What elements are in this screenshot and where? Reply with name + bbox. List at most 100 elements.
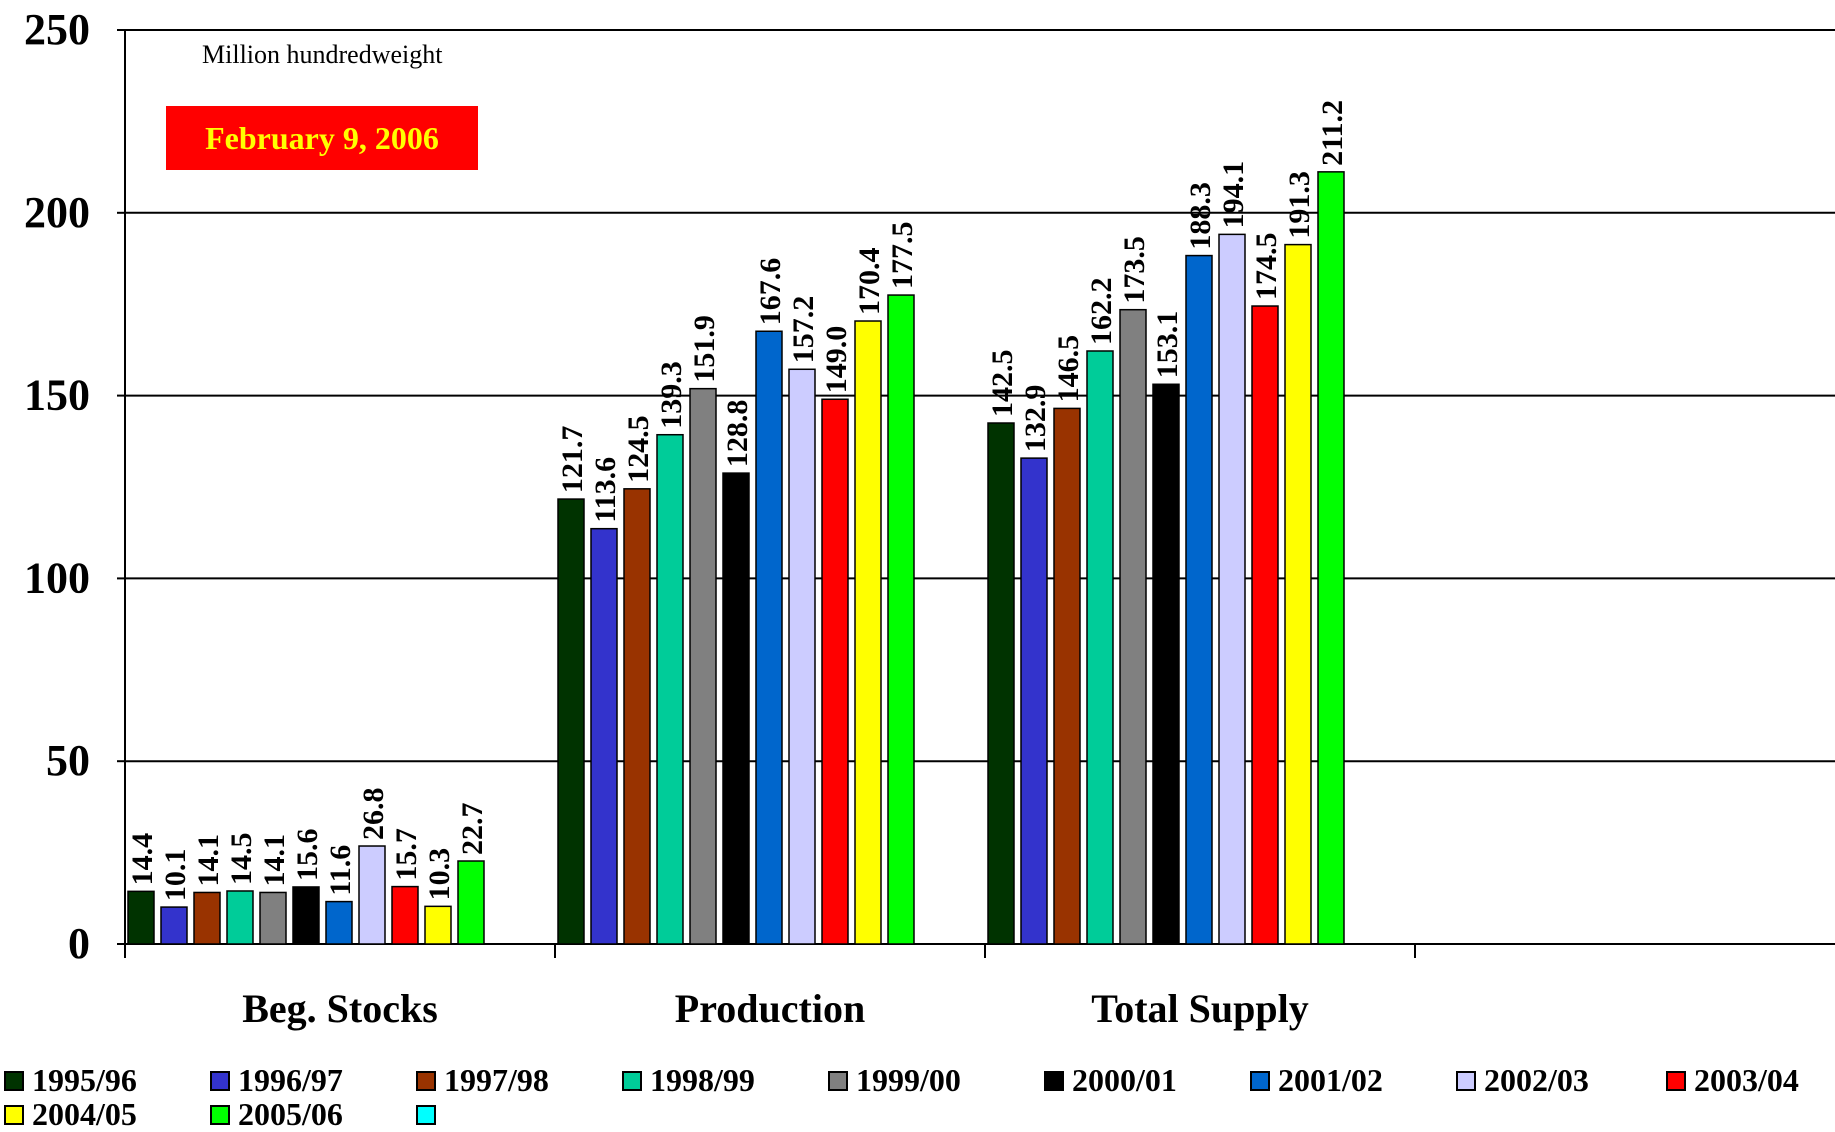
legend-label: 2005/06 xyxy=(238,1096,343,1132)
bar xyxy=(854,320,882,945)
category-label: Total Supply xyxy=(1091,986,1309,1031)
legend-label: 1999/00 xyxy=(856,1062,961,1098)
legend-label: 1998/99 xyxy=(650,1062,755,1098)
bar xyxy=(358,845,386,945)
bar xyxy=(1152,383,1180,945)
value-label: 151.9 xyxy=(688,315,721,383)
legend-label: 2004/05 xyxy=(32,1096,137,1132)
date-badge: February 9, 2006 xyxy=(166,106,478,170)
bar xyxy=(656,433,684,945)
date-badge-text: February 9, 2006 xyxy=(205,120,439,156)
value-label: 113.6 xyxy=(589,457,622,523)
y-tick-label: 50 xyxy=(46,736,90,785)
value-label: 121.7 xyxy=(556,426,589,494)
bar xyxy=(424,905,452,945)
value-label: 162.2 xyxy=(1085,277,1118,345)
value-label: 157.2 xyxy=(787,296,820,364)
legend-item: 2000/01 xyxy=(1044,1063,1177,1097)
y-tick-labels: 0 50 100 150 200 250 xyxy=(24,5,90,968)
legend-swatch xyxy=(1456,1070,1476,1091)
value-label: 22.7 xyxy=(456,803,489,856)
value-label: 174.5 xyxy=(1250,233,1283,301)
value-label: 10.3 xyxy=(423,848,456,901)
legend-swatch xyxy=(210,1104,230,1125)
value-label: 167.6 xyxy=(754,258,787,326)
legend-swatch xyxy=(416,1104,436,1125)
legend-item: 2003/04 xyxy=(1666,1063,1799,1097)
value-label: 14.5 xyxy=(225,832,258,885)
legend-swatch xyxy=(4,1070,24,1091)
bar xyxy=(590,527,618,945)
value-label: 11.6 xyxy=(324,845,357,896)
value-label: 153.1 xyxy=(1151,311,1184,379)
legend-item: 1995/96 xyxy=(4,1063,137,1097)
value-label: 173.5 xyxy=(1118,236,1151,304)
value-label: 15.6 xyxy=(291,828,324,881)
value-label: 15.7 xyxy=(390,828,423,881)
bar xyxy=(1086,350,1114,945)
bar xyxy=(1053,407,1081,945)
bar xyxy=(391,885,419,945)
legend-swatch xyxy=(210,1070,230,1091)
value-label: 146.5 xyxy=(1052,335,1085,403)
legend-swatch xyxy=(4,1104,24,1125)
value-label: 188.3 xyxy=(1184,182,1217,250)
bar xyxy=(292,886,320,945)
bar xyxy=(987,422,1015,945)
y-tick-label: 250 xyxy=(24,5,90,54)
bar xyxy=(1218,233,1246,945)
value-label: 194.1 xyxy=(1217,161,1250,229)
bar xyxy=(226,890,254,945)
legend-swatch xyxy=(1044,1070,1064,1091)
category-label: Beg. Stocks xyxy=(242,986,438,1031)
legend-swatch xyxy=(622,1070,642,1091)
value-label: 139.3 xyxy=(655,361,688,429)
value-label: 132.9 xyxy=(1019,385,1052,453)
legend-item: 2001/02 xyxy=(1250,1063,1383,1097)
legend-item: 1997/98 xyxy=(416,1063,549,1097)
bar xyxy=(722,472,750,945)
value-label: 177.5 xyxy=(886,222,919,290)
legend-label: 2003/04 xyxy=(1694,1062,1799,1098)
value-labels: 14.4 10.1 14.1 14.5 14.1 15.6 11.626.815.7 10.3… xyxy=(126,100,1349,901)
bar xyxy=(1251,305,1279,945)
legend-item: 1996/97 xyxy=(210,1063,343,1097)
legend-swatch xyxy=(828,1070,848,1091)
legend-item: 2005/06 xyxy=(210,1097,343,1131)
value-label: 149.0 xyxy=(820,326,853,394)
legend-label: 1997/98 xyxy=(444,1062,549,1098)
bar xyxy=(821,398,849,945)
y-tick-label: 200 xyxy=(24,188,90,237)
bar xyxy=(1119,308,1147,945)
legend-item xyxy=(416,1097,444,1131)
bar xyxy=(1185,254,1213,945)
bar xyxy=(160,906,188,945)
value-label: 191.3 xyxy=(1283,171,1316,239)
bar xyxy=(127,890,155,945)
unit-note: Million hundredweight xyxy=(202,40,443,69)
bar xyxy=(1317,171,1345,945)
legend-swatch xyxy=(416,1070,436,1091)
legend-item: 2002/03 xyxy=(1456,1063,1589,1097)
legend: 1995/96 1996/97 1997/98 1998/99 1999/00 2000/… xyxy=(0,1063,1835,1131)
legend-label: 1995/96 xyxy=(32,1062,137,1098)
value-label: 142.5 xyxy=(986,350,1019,418)
bar xyxy=(689,387,717,945)
value-label: 14.1 xyxy=(258,834,291,887)
value-label: 211.2 xyxy=(1316,100,1349,166)
y-tick-label: 100 xyxy=(24,553,90,602)
legend-label: 2001/02 xyxy=(1278,1062,1383,1098)
bar xyxy=(557,498,585,945)
legend-label: 2000/01 xyxy=(1072,1062,1177,1098)
bar xyxy=(623,488,651,945)
legend-item: 2004/05 xyxy=(4,1097,137,1131)
bar xyxy=(259,891,287,945)
value-label: 14.1 xyxy=(192,834,225,887)
value-label: 10.1 xyxy=(159,849,192,902)
value-label: 124.5 xyxy=(622,415,655,483)
value-label: 128.8 xyxy=(721,400,754,468)
legend-label: 2002/03 xyxy=(1484,1062,1589,1098)
y-tick-label: 150 xyxy=(24,371,90,420)
legend-item: 1998/99 xyxy=(622,1063,755,1097)
